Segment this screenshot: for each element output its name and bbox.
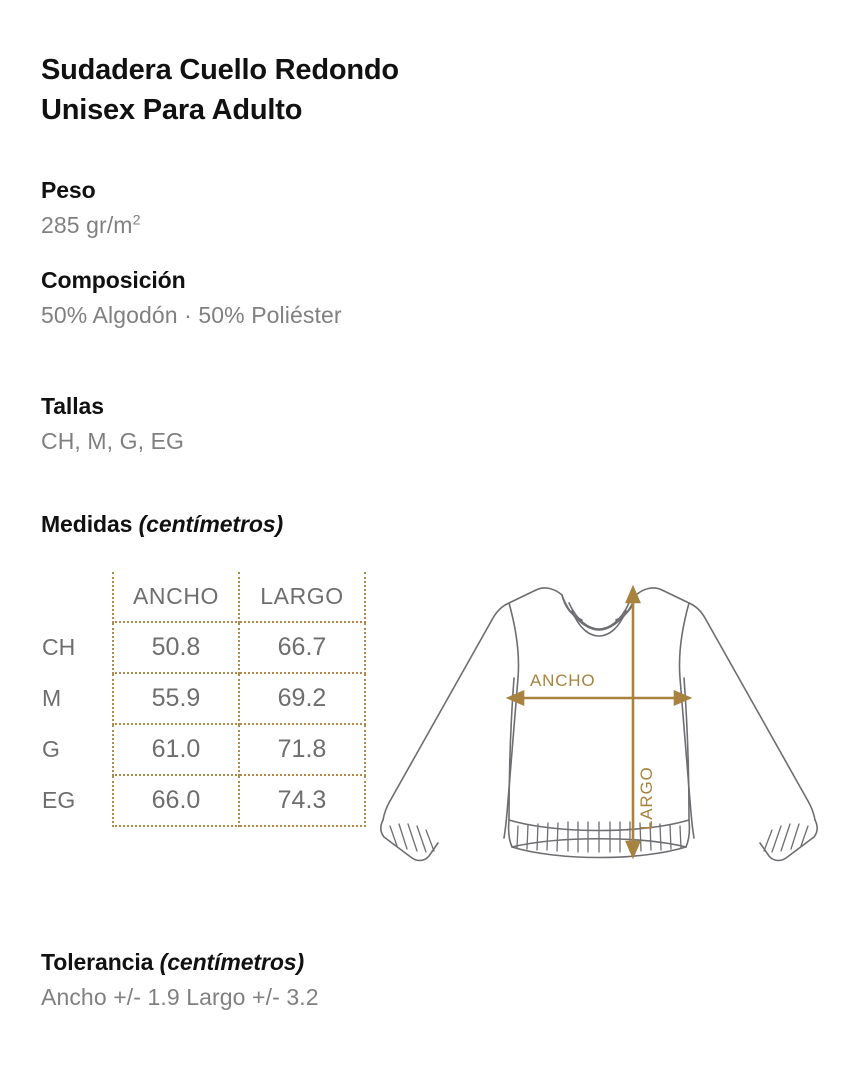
left-sleeve-inner-edge — [503, 602, 520, 839]
hem-band-outline — [507, 819, 691, 859]
measurement-arrows — [505, 584, 693, 860]
garment-diagram: ANCHO LARGO — [366, 558, 832, 888]
right-cuff-ribbing — [763, 823, 809, 853]
spec-composicion-label: Composición — [41, 267, 186, 293]
right-sleeve-outer-edge — [635, 587, 816, 821]
row-largo-value: 71.8 — [238, 724, 366, 776]
spec-tallas: Tallas CH, M, G, EG — [41, 392, 681, 457]
table-header-row: ANCHO LARGO — [38, 572, 366, 623]
spec-peso-label: Peso — [41, 177, 96, 203]
left-sleeve-outer-edge — [382, 587, 563, 821]
tolerancia-block: Tolerancia (centímetros) Ancho +/- 1.9 L… — [41, 948, 681, 1013]
largo-arrow-head-top — [625, 584, 641, 604]
medidas-heading: Medidas (centímetros) — [41, 511, 283, 538]
ancho-arrow-head-left — [505, 690, 525, 706]
table-head: ANCHO LARGO — [38, 572, 366, 623]
tolerancia-unit: (centímetros) — [159, 949, 305, 975]
spec-peso-number: 285 gr/m — [41, 211, 133, 238]
spec-tallas-value: CH, M, G, EG — [41, 427, 185, 454]
table-row: EG 66.0 74.3 — [38, 775, 366, 827]
garment-outline — [380, 587, 818, 862]
column-header-ancho: ANCHO — [112, 572, 240, 623]
body-left-seam — [508, 677, 515, 821]
tolerancia-label: Tolerancia — [41, 949, 154, 975]
hem-ribbing — [516, 821, 682, 853]
row-largo-value: 69.2 — [238, 673, 366, 725]
medidas-heading-unit: (centímetros) — [138, 511, 284, 537]
row-ancho-value: 61.0 — [112, 724, 240, 776]
largo-arrow-head-bottom — [625, 840, 641, 860]
right-sleeve-inner-edge — [678, 602, 695, 839]
table-body: CH 50.8 66.7 M 55.9 69.2 G 61.0 71.8 EG … — [38, 622, 366, 827]
page-title-line-1: Sudadera Cuello Redondo — [41, 54, 399, 86]
sweatshirt-illustration: ANCHO LARGO — [380, 584, 818, 862]
spec-peso-superscript: 2 — [132, 212, 141, 229]
table-row: M 55.9 69.2 — [38, 673, 366, 725]
spec-peso: Peso 285 gr/m2 — [41, 176, 681, 241]
medidas-heading-label: Medidas — [41, 511, 133, 537]
row-size-label: CH — [42, 634, 76, 660]
collar-inner-rib — [568, 602, 630, 630]
row-largo-value: 74.3 — [238, 775, 366, 827]
collar-rib-line-2 — [571, 610, 627, 637]
page-title-line-2: Unisex Para Adulto — [41, 94, 303, 127]
ancho-arrow-head-right — [673, 690, 693, 706]
spec-tallas-label: Tallas — [41, 393, 104, 419]
row-ancho-value: 55.9 — [112, 673, 240, 725]
row-largo-value: 66.7 — [238, 622, 366, 674]
row-size-label: G — [42, 736, 60, 762]
spec-composicion: Composición 50% Algodón · 50% Poliéster — [41, 266, 681, 331]
left-cuff-ribbing — [389, 823, 435, 853]
table-row: G 61.0 71.8 — [38, 724, 366, 776]
spec-peso-value: 285 gr/m2 — [41, 211, 681, 241]
collar-outer — [561, 594, 637, 631]
spec-composicion-value: 50% Algodón · 50% Poliéster — [41, 301, 342, 328]
tolerancia-value: Ancho +/- 1.9 Largo +/- 3.2 — [41, 983, 319, 1010]
row-size-label: EG — [42, 787, 76, 813]
measurements-table-wrap: ANCHO LARGO CH 50.8 66.7 M 55.9 69.2 G 6… — [38, 572, 366, 827]
row-size-label: M — [42, 685, 62, 711]
body-right-seam — [683, 677, 690, 821]
table-row: CH 50.8 66.7 — [38, 622, 366, 674]
left-cuff-outline — [380, 819, 439, 862]
row-ancho-value: 66.0 — [112, 775, 240, 827]
page-title: Sudadera Cuello Redondo Unisex Para Adul… — [41, 50, 601, 130]
right-cuff-outline — [759, 819, 818, 862]
table-corner-cell — [38, 572, 113, 622]
tolerancia-label-wrap: Tolerancia (centímetros) — [41, 948, 681, 977]
column-header-largo: LARGO — [238, 572, 366, 623]
largo-measure-label: LARGO — [637, 766, 656, 830]
row-ancho-value: 50.8 — [112, 622, 240, 674]
ancho-measure-label: ANCHO — [530, 671, 595, 690]
measurements-table: ANCHO LARGO CH 50.8 66.7 M 55.9 69.2 G 6… — [38, 572, 366, 827]
